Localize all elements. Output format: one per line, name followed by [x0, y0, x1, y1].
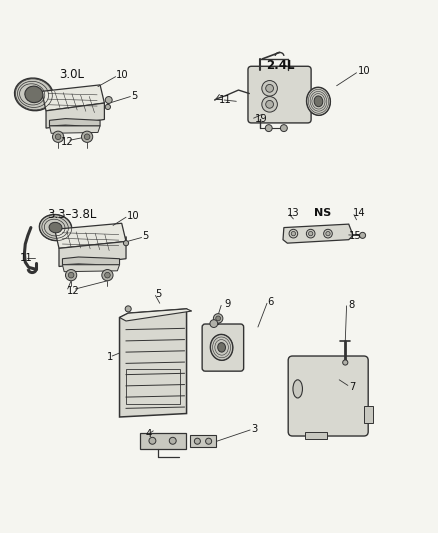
FancyBboxPatch shape — [140, 433, 186, 449]
Text: NS: NS — [314, 208, 332, 219]
Polygon shape — [63, 265, 120, 272]
Polygon shape — [305, 432, 327, 440]
Polygon shape — [364, 406, 372, 423]
Circle shape — [210, 320, 218, 327]
Text: 8: 8 — [349, 300, 355, 310]
Polygon shape — [46, 103, 104, 128]
Text: 4: 4 — [145, 429, 152, 439]
Text: 10: 10 — [116, 70, 129, 80]
Ellipse shape — [39, 215, 72, 240]
Circle shape — [81, 131, 93, 142]
Polygon shape — [42, 85, 104, 111]
Ellipse shape — [210, 334, 233, 360]
Text: 10: 10 — [357, 67, 370, 76]
Circle shape — [105, 104, 110, 109]
Circle shape — [289, 229, 298, 238]
Circle shape — [66, 270, 77, 281]
Text: 11: 11 — [20, 253, 33, 263]
Circle shape — [149, 437, 156, 444]
Polygon shape — [120, 309, 192, 321]
Circle shape — [205, 438, 212, 444]
Text: 6: 6 — [268, 297, 274, 307]
Circle shape — [68, 272, 74, 278]
Text: 3.3–3.8L: 3.3–3.8L — [47, 208, 96, 221]
Text: 3: 3 — [251, 424, 257, 434]
Circle shape — [102, 270, 113, 281]
Circle shape — [280, 125, 287, 132]
Circle shape — [266, 84, 273, 92]
Circle shape — [324, 229, 332, 238]
Circle shape — [266, 100, 273, 108]
Text: 12: 12 — [61, 137, 74, 147]
Text: 10: 10 — [127, 211, 139, 221]
Text: 9: 9 — [224, 299, 230, 309]
Circle shape — [262, 80, 277, 96]
Circle shape — [291, 231, 296, 236]
Circle shape — [343, 360, 348, 365]
Polygon shape — [283, 224, 353, 243]
Circle shape — [213, 313, 223, 323]
Text: 5: 5 — [131, 91, 137, 101]
Polygon shape — [120, 309, 187, 417]
Ellipse shape — [49, 222, 62, 233]
Text: 1: 1 — [106, 352, 113, 362]
Text: 5: 5 — [142, 231, 148, 241]
Text: 19: 19 — [254, 115, 267, 125]
Ellipse shape — [25, 86, 43, 103]
Circle shape — [169, 437, 176, 444]
Polygon shape — [59, 241, 126, 266]
Circle shape — [124, 240, 129, 246]
Circle shape — [105, 272, 110, 278]
Text: 11: 11 — [219, 95, 232, 105]
FancyBboxPatch shape — [248, 66, 311, 123]
Circle shape — [84, 134, 90, 140]
Text: 12: 12 — [67, 286, 80, 296]
Circle shape — [55, 134, 61, 140]
Circle shape — [125, 306, 131, 312]
Circle shape — [306, 229, 315, 238]
Ellipse shape — [293, 380, 303, 398]
Polygon shape — [49, 126, 100, 133]
Ellipse shape — [14, 78, 53, 111]
Polygon shape — [55, 223, 126, 248]
FancyBboxPatch shape — [190, 435, 215, 447]
FancyBboxPatch shape — [202, 324, 244, 371]
Ellipse shape — [314, 96, 323, 107]
Ellipse shape — [307, 87, 330, 115]
Circle shape — [360, 232, 366, 238]
Text: 5: 5 — [155, 289, 161, 299]
Text: 14: 14 — [353, 208, 366, 219]
Text: 3.0L: 3.0L — [59, 68, 84, 81]
Text: 13: 13 — [286, 208, 299, 219]
Polygon shape — [49, 119, 100, 126]
Ellipse shape — [218, 343, 226, 352]
FancyBboxPatch shape — [288, 356, 368, 436]
Circle shape — [53, 131, 64, 142]
Circle shape — [262, 96, 277, 112]
Polygon shape — [63, 257, 120, 265]
Circle shape — [216, 316, 220, 321]
Circle shape — [308, 231, 313, 236]
Text: 2.4L: 2.4L — [267, 59, 295, 72]
Text: 7: 7 — [349, 382, 355, 392]
Circle shape — [105, 96, 112, 103]
Circle shape — [326, 231, 330, 236]
Circle shape — [265, 125, 272, 132]
Circle shape — [194, 438, 201, 444]
Text: 15: 15 — [349, 231, 361, 241]
